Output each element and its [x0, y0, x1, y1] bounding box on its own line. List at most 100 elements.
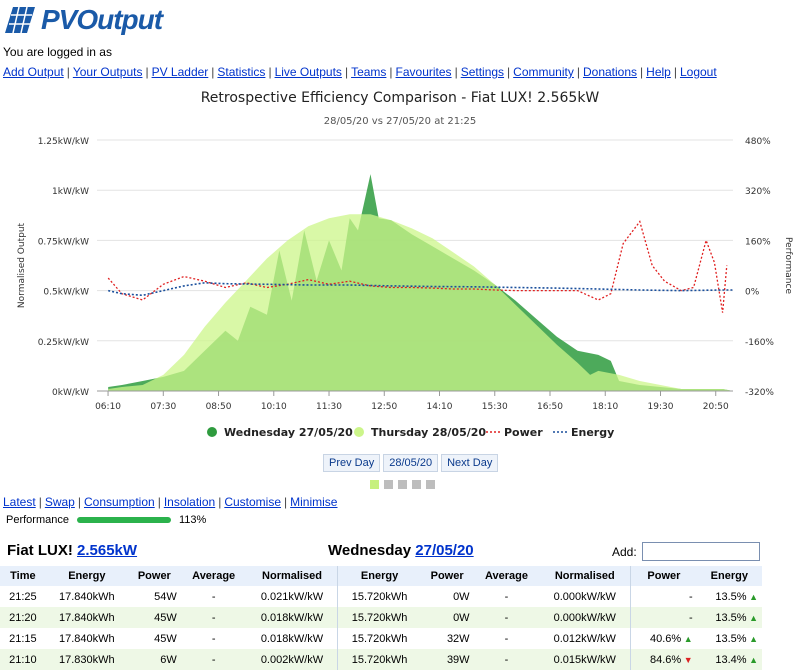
table-row: 21:10 17.830kWh 6W - 0.002kW/kW 15.720kWh 39W -…	[0, 649, 762, 670]
legend-label: Wednesday 27/05/20	[224, 426, 353, 439]
x-tick-label: 07:30	[150, 402, 176, 412]
x-tick-label: 15:30	[482, 402, 508, 412]
x-tick-label: 18:10	[592, 402, 618, 412]
column-header[interactable]: Energy	[337, 566, 421, 586]
chart-svg: Retrospective Efficiency Comparison - Fi…	[17, 90, 793, 439]
cell-value: -	[688, 611, 693, 624]
compare-date-link[interactable]: 27/05/20	[415, 542, 474, 559]
system-title: Fiat LUX! 2.565kW	[7, 542, 137, 559]
column-header[interactable]: Energy	[45, 566, 128, 586]
column-header[interactable]: Average	[180, 566, 247, 586]
table-row: 21:25 17.840kWh 54W - 0.021kW/kW 15.720kWh 0W -…	[0, 586, 762, 607]
column-header[interactable]: Power	[420, 566, 474, 586]
view-link-latest[interactable]: Latest	[3, 495, 36, 509]
cell-value: 0.000kW/kW	[553, 590, 616, 603]
view-link-insolation[interactable]: Insolation	[163, 495, 216, 509]
compare-day-title: Wednesday 27/05/20	[328, 542, 474, 559]
cell-value: 54W	[154, 590, 177, 603]
prev-day-button[interactable]: Prev Day	[323, 454, 381, 472]
logo[interactable]: PVOutput	[3, 2, 163, 38]
system-size-link[interactable]: 2.565kW	[77, 542, 138, 559]
nav-link-settings[interactable]: Settings	[460, 65, 505, 79]
nav-separator: |	[507, 65, 511, 79]
table-cell: -	[474, 586, 540, 607]
arrow-up-icon: ▲	[746, 612, 758, 623]
table-cell: -	[473, 607, 540, 628]
table-cell: 15.720kWh	[337, 649, 421, 670]
nav-separator: |	[268, 65, 272, 79]
y-tick-label: 0.25kW/kW	[38, 338, 89, 348]
chart-page-dot[interactable]	[398, 480, 407, 489]
column-header[interactable]: Power	[127, 566, 181, 586]
next-day-button[interactable]: Next Day	[441, 454, 499, 472]
nav-link-pv-ladder[interactable]: PV Ladder	[151, 65, 209, 79]
column-header[interactable]: Time	[0, 566, 46, 586]
x-tick-label: 10:10	[261, 402, 287, 412]
nav-link-statistics[interactable]: Statistics	[217, 65, 266, 79]
nav-link-community[interactable]: Community	[513, 65, 574, 79]
table-cell: 21:20	[0, 607, 46, 628]
chart-page-dot[interactable]	[384, 480, 393, 489]
view-link-minimise[interactable]: Minimise	[290, 495, 338, 509]
view-link-customise[interactable]: Customise	[224, 495, 282, 509]
column-header[interactable]: Average	[473, 566, 540, 586]
current-day-button[interactable]: 28/05/20	[383, 454, 439, 472]
link-separator: |	[77, 495, 81, 509]
table-cell: 15.720kWh	[337, 628, 421, 649]
cell-value: 17.840kWh	[59, 611, 115, 624]
table-cell: 40.6% ▲	[630, 628, 697, 649]
table-row: 21:15 17.840kWh 45W - 0.018kW/kW 15.720kWh 32W…	[0, 628, 762, 649]
x-tick-label: 08:50	[206, 402, 232, 412]
nav-link-live-outputs[interactable]: Live Outputs	[274, 65, 342, 79]
view-link-swap[interactable]: Swap	[44, 495, 75, 509]
column-header[interactable]: Energy	[696, 566, 762, 586]
nav-link-teams[interactable]: Teams	[351, 65, 387, 79]
table-cell: -	[181, 586, 247, 607]
arrow-up-icon: ▲	[746, 591, 758, 602]
nav-link-add-output[interactable]: Add Output	[3, 65, 64, 79]
cell-value: -	[211, 590, 216, 603]
legend-label: Energy	[571, 426, 614, 439]
add-compare-input[interactable]	[641, 542, 760, 561]
cell-value: 0.012kW/kW	[553, 632, 616, 645]
cell-value: 0.018kW/kW	[260, 632, 324, 645]
nav-link-favourites[interactable]: Favourites	[395, 65, 452, 79]
table-cell: 21:15	[0, 628, 46, 649]
cell-value: -	[504, 611, 509, 624]
nav-link-donations[interactable]: Donations	[582, 65, 638, 79]
table-cell: 45W	[128, 628, 181, 649]
table-cell: -	[181, 628, 247, 649]
column-header[interactable]: Normalised	[246, 566, 338, 586]
performance-value: 113%	[178, 514, 207, 526]
table-cell: 0.021kW/kW	[247, 586, 338, 607]
nav-link-your-outputs[interactable]: Your Outputs	[72, 65, 143, 79]
y-tick-label: 0.5kW/kW	[43, 288, 89, 298]
compare-day-name: Wednesday	[328, 542, 412, 559]
cell-value: 0.015kW/kW	[553, 653, 616, 666]
nav-link-logout[interactable]: Logout	[679, 65, 717, 79]
table-cell: 54W	[128, 586, 181, 607]
column-header[interactable]: Power	[630, 566, 697, 586]
table-cell: 0.015kW/kW	[539, 649, 631, 670]
series-line-power	[107, 220, 728, 313]
cell-value: -	[211, 632, 216, 645]
add-compare: Add:	[612, 542, 760, 561]
table-cell: 39W	[420, 649, 474, 670]
y2-tick-label: 320%	[745, 187, 771, 197]
y-tick-label: 0kW/kW	[52, 388, 89, 398]
cell-value: 13.5%	[715, 611, 747, 624]
table-cell: 13.5% ▲	[696, 607, 762, 628]
table-cell: 0.018kW/kW	[246, 607, 338, 628]
table-cell: 84.6% ▼	[630, 649, 697, 670]
nav-separator: |	[673, 65, 677, 79]
nav-separator: |	[211, 65, 215, 79]
view-link-consumption[interactable]: Consumption	[83, 495, 155, 509]
nav-link-help[interactable]: Help	[646, 65, 671, 79]
arrow-down-icon: ▼	[681, 654, 693, 665]
chart-page-dot[interactable]	[370, 480, 379, 489]
chart-page-dot[interactable]	[426, 480, 435, 489]
chart-page-dot[interactable]	[412, 480, 421, 489]
chart-page-dots	[370, 480, 435, 489]
cell-value: 21:25	[9, 590, 37, 603]
column-header[interactable]: Normalised	[539, 566, 631, 586]
